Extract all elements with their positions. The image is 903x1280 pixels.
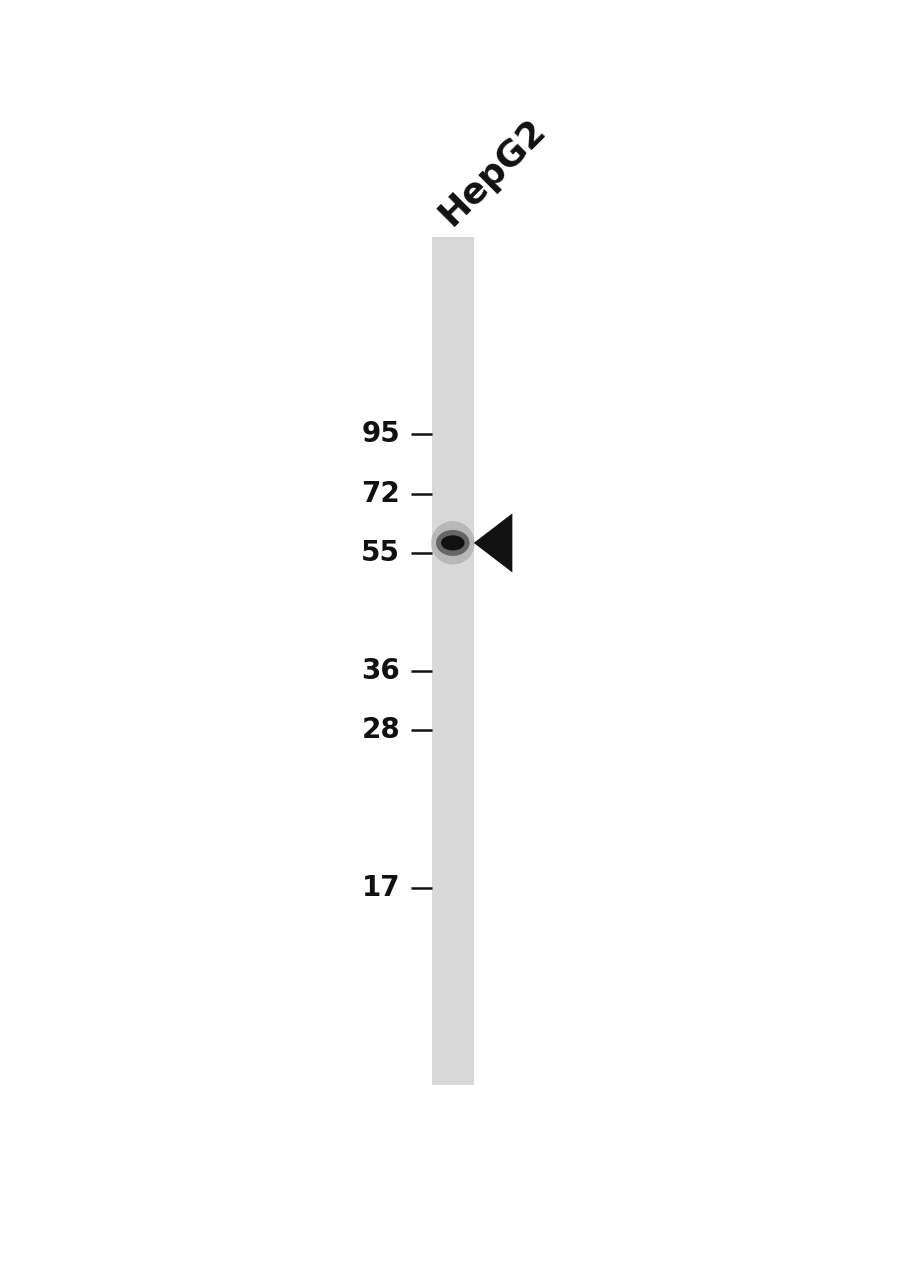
Text: HepG2: HepG2 [432,113,552,233]
Text: 95: 95 [361,421,400,448]
Ellipse shape [431,521,474,564]
Ellipse shape [435,530,469,556]
Ellipse shape [441,535,464,550]
Text: 72: 72 [361,480,400,508]
Polygon shape [473,513,512,572]
Text: 55: 55 [361,539,400,567]
Text: 36: 36 [361,657,400,685]
Bar [432,237,473,1085]
Text: 17: 17 [361,874,400,902]
Text: 28: 28 [361,717,400,744]
